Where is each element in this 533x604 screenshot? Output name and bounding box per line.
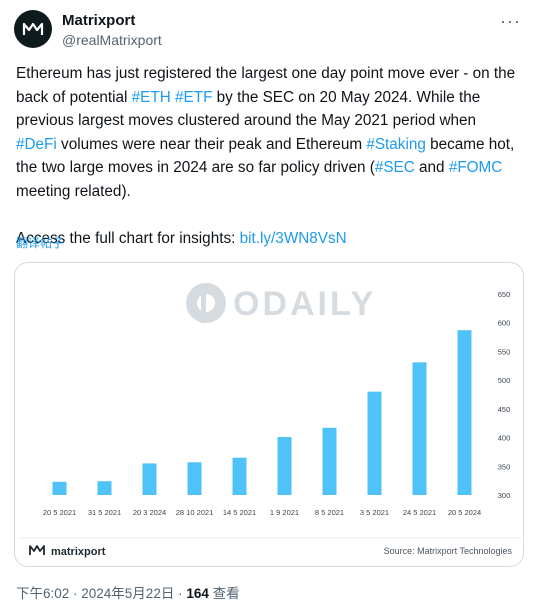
timestamp[interactable]: 下午6:02 · 2024年5月22日 · <box>16 586 187 601</box>
x-tick-label: 28 10 2021 <box>176 508 214 517</box>
view-count: 164 <box>186 586 209 601</box>
bar-chart: ODAILY 300 350 400 450 500 550 600 650 20 5 202… <box>19 283 521 558</box>
y-tick-label: 300 <box>498 491 511 500</box>
x-tick-label: 14 5 2021 <box>223 508 256 517</box>
short-link[interactable]: bit.ly/3WN8VsN <box>239 230 347 248</box>
y-tick-label: 450 <box>498 405 511 414</box>
translate-post-link[interactable]: 翻译帖子 <box>16 236 65 250</box>
tweet-header: Matrixport @realMatrixport ··· <box>14 10 521 50</box>
hashtag-link[interactable]: #Staking <box>366 135 426 153</box>
more-options-icon[interactable]: ··· <box>500 11 521 31</box>
y-tick-label: 500 <box>498 376 511 385</box>
matrixport-logo-icon <box>22 22 44 35</box>
hashtag-link[interactable]: #DeFi <box>16 135 57 153</box>
x-tick-label: 8 5 2021 <box>315 508 344 517</box>
hashtag-link[interactable]: #FOMC <box>448 159 503 177</box>
x-tick-label: 20 5 2024 <box>448 508 481 517</box>
tweet-text-run: Ethereum has just registered the largest… <box>16 65 516 106</box>
x-tick-label: 20 5 2021 <box>43 508 76 517</box>
chart-bar <box>232 457 247 495</box>
chart-bar <box>52 481 67 495</box>
tweet-text-run: by the SEC on 20 May 2024. While the pre… <box>16 88 481 130</box>
chart-bar <box>142 463 157 495</box>
x-tick-label: 1 9 2021 <box>270 508 299 517</box>
tweet-text: Ethereum has just registered the largest… <box>16 62 521 251</box>
author-name[interactable]: Matrixport <box>62 12 136 29</box>
odaily-watermark: ODAILY <box>186 283 376 323</box>
x-tick-label: 20 3 2024 <box>133 508 166 517</box>
card-footer: matrixport Source: Matrixport Technologi… <box>29 545 513 558</box>
x-tick-label: 3 5 2021 <box>360 508 389 517</box>
tweet-text-run: volumes were near their peak and Ethereu… <box>56 135 367 153</box>
brand-text: matrixport <box>51 546 106 558</box>
chart-card[interactable]: ODAILY 300 350 400 450 500 550 600 650 20 5 202… <box>14 262 524 567</box>
avatar[interactable] <box>14 10 52 48</box>
y-tick-label: 550 <box>498 347 511 356</box>
y-tick-label: 400 <box>498 434 511 443</box>
tweet-text-run: and <box>414 159 449 177</box>
hashtag-link[interactable]: #ETF <box>175 88 213 106</box>
chart-bar <box>277 436 292 495</box>
tweet-paragraph-link: Access the full chart for insights: bit.… <box>16 227 521 251</box>
x-tick-label: 24 5 2021 <box>403 508 436 517</box>
views-label: 查看 <box>208 586 240 601</box>
author-handle[interactable]: @realMatrixport <box>62 32 162 48</box>
tweet-paragraph: Ethereum has just registered the largest… <box>16 62 521 204</box>
tweet-text-run: meeting related). <box>16 182 131 200</box>
hashtag-link[interactable]: #ETH <box>131 88 171 106</box>
chart-bar <box>457 330 472 495</box>
x-tick-label: 31 5 2021 <box>88 508 121 517</box>
watermark-text: ODAILY <box>233 285 376 323</box>
y-tick-label: 350 <box>498 462 511 471</box>
y-tick-label: 650 <box>498 290 511 299</box>
chart-bar <box>97 481 112 495</box>
matrixport-brand-icon <box>29 545 45 555</box>
hashtag-link[interactable]: #SEC <box>374 159 415 177</box>
source-text: Source: Matrixport Technologies <box>384 546 513 556</box>
chart-bar <box>412 362 427 495</box>
chart-bar <box>322 427 337 495</box>
tweet-text-run: became hot, the two large moves in 2024 … <box>16 135 515 177</box>
chart-bar <box>187 462 202 495</box>
chart-bar <box>367 391 382 495</box>
y-tick-label: 600 <box>498 319 511 328</box>
link-prefix: Access the full chart for insights: <box>16 230 240 248</box>
tweet-meta: 下午6:02 · 2024年5月22日 · 164 查看 <box>16 582 240 602</box>
